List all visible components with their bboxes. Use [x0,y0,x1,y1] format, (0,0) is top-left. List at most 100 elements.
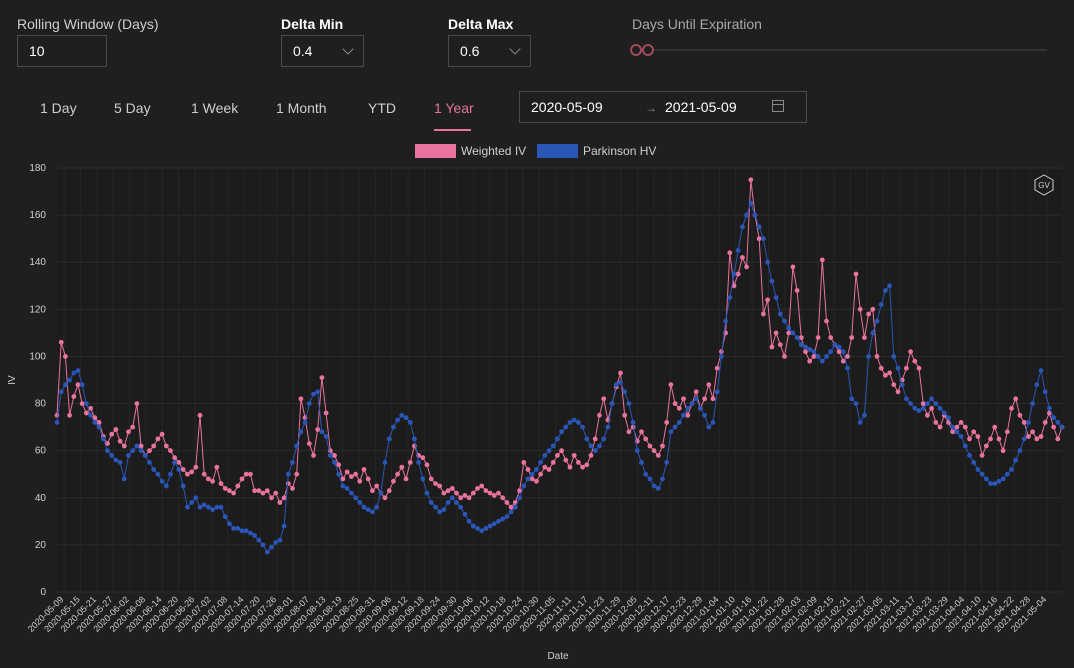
parkinson-hv-point [912,405,918,411]
tab-ytd[interactable]: YTD [368,100,396,116]
weighted-iv-point [222,486,228,491]
delta-max-select[interactable]: 0.6 [448,35,531,67]
weighted-iv-point [735,271,741,277]
date-start[interactable]: 2020-05-09 [531,99,603,115]
days-slider-handle-min[interactable] [630,44,642,56]
weighted-iv-point [559,448,564,454]
parkinson-hv-point [277,537,283,543]
legend-weighted-iv[interactable]: Weighted IV [415,144,526,158]
parkinson-hv-point [1047,405,1052,411]
weighted-iv-point [319,375,325,380]
parkinson-hv-point [971,460,977,465]
weighted-iv-point [470,490,476,496]
parkinson-hv-point [803,344,808,350]
legend-parkinson-hv[interactable]: Parkinson HV [537,144,656,158]
y-tick-label: 180 [29,163,46,174]
weighted-iv-point [988,436,993,442]
weighted-iv-point [130,424,136,430]
tab-5-day[interactable]: 5 Day [114,100,151,116]
tab-1-year[interactable]: 1 Year [434,100,474,116]
parkinson-hv-point [962,443,968,449]
chevron-down-icon [342,43,354,55]
parkinson-hv-point [475,526,480,531]
delta-min-select[interactable]: 0.4 [281,35,364,67]
parkinson-hv-point [588,443,594,449]
parkinson-hv-point [819,358,825,364]
weighted-iv-point [218,481,224,486]
parkinson-hv-point [904,396,909,402]
weighted-iv-point [597,412,602,418]
parkinson-hv-point [790,330,796,336]
days-slider-handle-max[interactable] [642,44,654,56]
weighted-iv-point [323,410,329,416]
weighted-iv-point [1021,420,1027,425]
weighted-iv-point [210,478,216,484]
series-parkinson-hv [54,200,1065,555]
parkinson-hv-point [437,509,443,515]
date-range-picker[interactable]: 2020-05-09 → 2021-05-09 [519,91,807,123]
parkinson-hv-point [681,412,686,418]
weighted-iv-point [803,349,808,355]
y-tick-label: 20 [35,540,47,551]
weighted-iv-point [685,412,691,418]
parkinson-hv-point [601,436,607,442]
plot-area [57,168,1062,592]
parkinson-hv-point [378,490,384,496]
parkinson-hv-point [866,354,871,359]
weighted-iv-point [866,311,871,317]
weighted-iv-point [500,495,506,501]
parkinson-hv-point [344,486,350,491]
calendar-icon[interactable] [772,100,784,112]
parkinson-hv-point [979,471,985,477]
delta-max-label: Delta Max [448,16,514,32]
parkinson-hv-point [483,526,489,531]
weighted-iv-point [824,318,829,324]
parkinson-hv-point [685,405,691,411]
parkinson-hv-point [264,549,270,555]
weighted-iv-point [996,436,1002,442]
weighted-iv-point [550,460,556,465]
parkinson-hv-point [130,448,136,454]
weighted-iv-point [710,396,716,402]
weighted-iv-point [260,490,266,496]
weighted-iv-point [983,443,989,449]
tab-1-week[interactable]: 1 Week [191,100,239,116]
parkinson-hv-point [613,382,619,388]
parkinson-hv-point [210,507,216,512]
date-end[interactable]: 2021-05-09 [665,99,737,115]
parkinson-hv-point [1004,471,1010,477]
weighted-iv-point [239,476,245,482]
parkinson-hv-point [180,483,186,489]
weighted-iv-point [252,488,257,494]
parkinson-hv-point [1030,401,1035,406]
parkinson-hv-point [521,483,527,489]
parkinson-hv-point [647,476,653,482]
parkinson-hv-point [571,417,577,423]
rolling-window-input[interactable]: 10 [17,35,107,67]
days-slider-track[interactable] [632,49,1047,51]
parkinson-hv-point [294,443,300,449]
parkinson-hv-point [466,518,472,524]
weighted-iv-point [269,495,274,501]
parkinson-hv-point [285,471,291,477]
parkinson-hv-point [382,460,388,465]
parkinson-hv-point [609,401,615,406]
weighted-iv-point [1017,412,1023,418]
parkinson-hv-point [163,483,169,489]
y-tick-label: 140 [29,257,46,268]
parkinson-hv-point [349,490,354,496]
parkinson-hv-point [735,248,741,253]
weighted-iv-point [571,453,577,458]
parkinson-hv-point [105,448,110,454]
parkinson-hv-point [315,389,321,395]
weighted-iv-point [769,344,775,350]
weighted-iv-point [386,488,392,494]
weighted-iv-point [277,500,283,505]
parkinson-hv-point [273,540,279,545]
weighted-iv-point [109,431,115,437]
gv-logo-icon[interactable]: GV [1033,174,1055,196]
parkinson-hv-point [1059,424,1065,430]
tab-1-day[interactable]: 1 Day [40,100,77,116]
tab-1-month[interactable]: 1 Month [276,100,327,116]
parkinson-hv-point [824,354,829,359]
